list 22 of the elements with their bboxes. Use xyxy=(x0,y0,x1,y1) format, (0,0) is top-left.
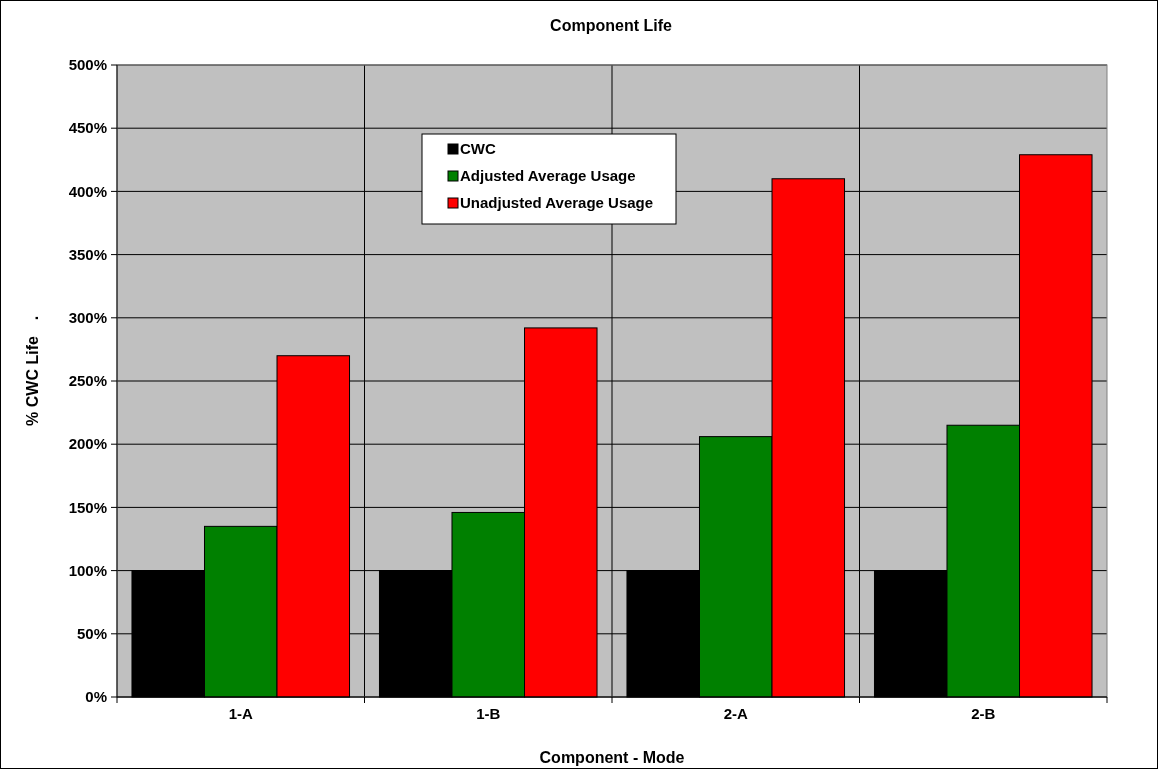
y-tick-label: 400% xyxy=(68,182,107,200)
x-tick-label: 2-A xyxy=(723,705,748,722)
x-tick-label: 2-B xyxy=(971,705,996,722)
y-tick-label: 200% xyxy=(68,435,107,453)
y-tick-label: 0% xyxy=(85,688,107,706)
legend-label: CWC xyxy=(460,140,496,158)
x-tick-label: 1-A xyxy=(228,705,253,722)
text: . xyxy=(24,315,41,321)
y-tick-label: 250% xyxy=(68,372,107,390)
y-tick-label: 350% xyxy=(68,245,107,263)
x-axis-title: Component - Mode xyxy=(539,749,685,766)
x-tick-label: 1-B xyxy=(476,705,501,722)
legend-label: Unadjusted Average Usage xyxy=(460,194,654,212)
legend-label: Adjusted Average Usage xyxy=(460,167,636,185)
y-tick-label: 150% xyxy=(68,498,107,516)
y-tick-label: 50% xyxy=(76,625,107,643)
y-tick-label: 100% xyxy=(68,561,107,579)
y-axis-title: % CWC Life xyxy=(24,336,41,426)
y-tick-label: 300% xyxy=(68,309,107,327)
y-tick-label: 450% xyxy=(68,119,107,137)
y-tick-label: 500% xyxy=(68,56,107,74)
chart-title: Component Life xyxy=(550,17,672,34)
